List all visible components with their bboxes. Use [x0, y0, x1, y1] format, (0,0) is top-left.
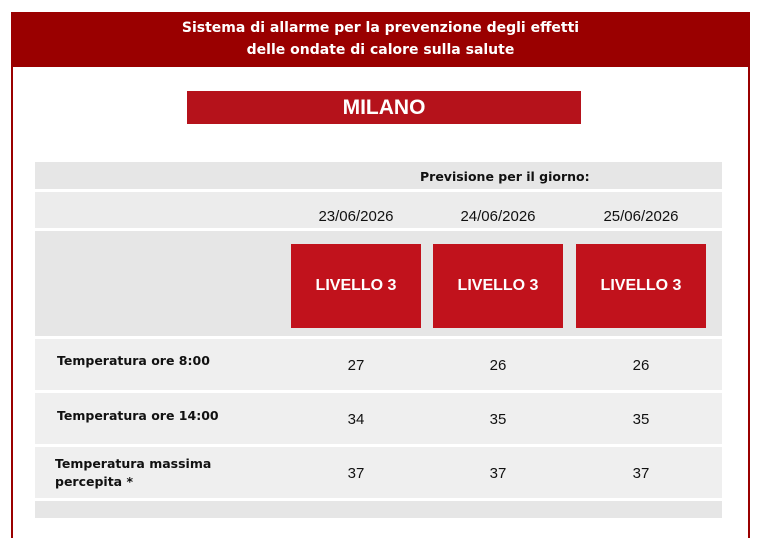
day-3-level-badge: LIVELLO 3 — [576, 244, 706, 328]
row-band-max — [35, 447, 722, 498]
day-1-date: 23/06/2026 — [318, 208, 394, 225]
city-title: MILANO — [187, 91, 581, 124]
forecast-label: Previsione per il giorno: — [420, 169, 590, 184]
day-2-date: 24/06/2026 — [460, 208, 536, 225]
day-2-level-badge: LIVELLO 3 — [433, 244, 563, 328]
row-label-temp-max-line2: percepita * — [55, 474, 134, 489]
temp-8-day-2: 26 — [489, 357, 507, 374]
temp-8-day-3: 26 — [632, 357, 650, 374]
footer-band — [35, 501, 722, 518]
header-title-line1: Sistema di allarme per la prevenzione de… — [181, 20, 580, 36]
header-title-line2: delle ondate di calore sulla salute — [246, 42, 515, 58]
row-band-8 — [35, 339, 722, 390]
row-label-temp-14: Temperatura ore 14:00 — [57, 408, 219, 423]
temp-max-day-2: 37 — [489, 465, 507, 482]
temp-8-day-1: 27 — [347, 357, 365, 374]
row-band-14 — [35, 393, 722, 444]
temp-14-day-3: 35 — [632, 411, 650, 428]
row-label-temp-max-line1: Temperatura massima — [55, 456, 212, 471]
page-header: Sistema di allarme per la prevenzione de… — [11, 12, 750, 67]
dates-band — [35, 192, 722, 228]
row-label-temp-8: Temperatura ore 8:00 — [57, 353, 210, 368]
forecast-header-band — [35, 162, 722, 189]
temp-14-day-2: 35 — [489, 411, 507, 428]
day-3-date: 25/06/2026 — [603, 208, 679, 225]
temp-max-day-3: 37 — [632, 465, 650, 482]
temp-14-day-1: 34 — [347, 411, 365, 428]
page-frame — [11, 12, 750, 538]
day-1-level-badge: LIVELLO 3 — [291, 244, 421, 328]
temp-max-day-1: 37 — [347, 465, 365, 482]
